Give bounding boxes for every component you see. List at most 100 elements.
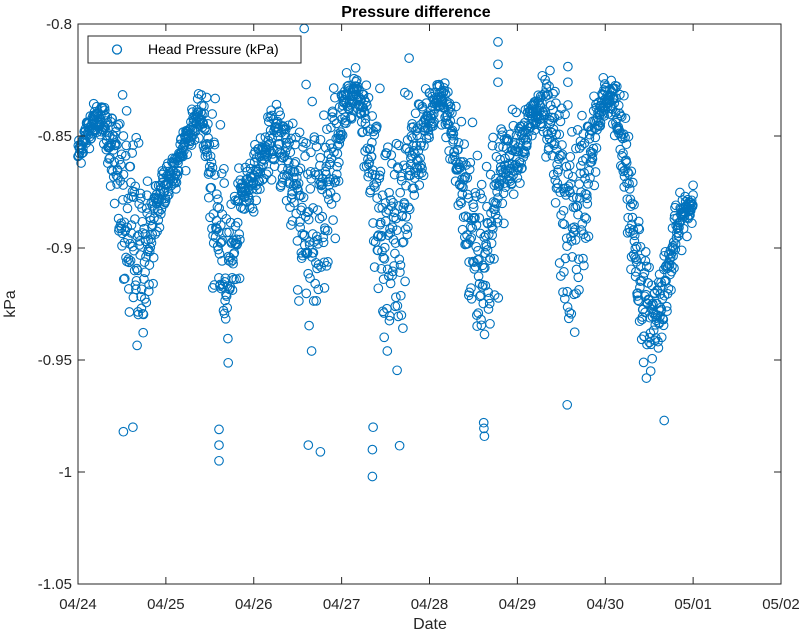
data-point <box>396 310 407 321</box>
data-point <box>294 296 304 306</box>
y-tick-label: -0.85 <box>38 128 72 145</box>
data-point <box>160 195 171 206</box>
data-point <box>465 234 475 245</box>
data-point <box>370 182 380 192</box>
data-point <box>610 83 620 94</box>
data-point <box>416 167 427 178</box>
data-point <box>326 153 337 164</box>
data-point <box>560 109 570 120</box>
data-point <box>438 87 449 98</box>
y-tick-label: -1.05 <box>38 576 72 593</box>
data-point <box>476 179 487 190</box>
data-point <box>516 163 527 174</box>
data-point <box>583 231 594 242</box>
data-point <box>121 105 132 116</box>
data-point <box>248 206 259 217</box>
x-tick-label: 04/24 <box>59 596 97 613</box>
data-point <box>479 329 490 340</box>
data-point <box>516 157 526 168</box>
data-point <box>323 176 334 187</box>
data-point <box>458 157 469 167</box>
data-point <box>85 134 96 144</box>
data-point <box>209 139 220 150</box>
data-point <box>575 168 586 179</box>
data-point <box>641 373 652 383</box>
data-point <box>117 90 128 100</box>
data-point <box>568 192 578 202</box>
data-point <box>307 96 318 107</box>
data-point <box>497 127 508 137</box>
data-point <box>305 166 316 177</box>
data-point <box>291 172 302 183</box>
data-point <box>329 115 340 126</box>
data-point <box>671 232 682 243</box>
data-point <box>378 274 389 285</box>
data-point <box>125 255 136 266</box>
data-point <box>138 308 148 319</box>
data-point <box>222 302 233 313</box>
data-point <box>219 178 230 188</box>
data-point <box>287 118 298 129</box>
data-point <box>402 229 413 240</box>
data-point <box>308 296 319 306</box>
data-point <box>376 263 387 274</box>
data-point <box>130 181 141 192</box>
data-point <box>171 184 181 194</box>
data-point <box>403 222 413 232</box>
data-point <box>458 182 468 193</box>
data-point <box>589 180 600 191</box>
data-point <box>587 148 598 158</box>
data-point <box>266 174 277 185</box>
data-point <box>492 217 503 228</box>
data-point <box>109 198 120 209</box>
data-point <box>321 169 331 180</box>
data-point <box>330 175 341 186</box>
data-point <box>304 320 314 331</box>
data-point <box>172 170 183 181</box>
data-point <box>667 261 677 271</box>
data-point <box>400 224 411 235</box>
data-point <box>627 198 638 209</box>
data-point <box>399 87 410 98</box>
data-point <box>361 80 372 91</box>
data-point <box>640 247 651 257</box>
data-point <box>214 248 225 259</box>
data-point <box>232 217 243 228</box>
legend-entry-head-pressure: Head Pressure (kPa) <box>148 41 279 57</box>
data-point <box>470 212 480 223</box>
data-point <box>126 220 137 230</box>
data-point <box>517 163 527 173</box>
data-point <box>227 285 238 295</box>
y-axis-ticks: -0.8 -0.85 -0.9 -0.95 -1 -1.05 <box>38 16 781 593</box>
data-point <box>225 282 236 292</box>
data-point <box>350 62 361 73</box>
data-point <box>373 245 383 256</box>
data-point <box>135 188 146 199</box>
data-point <box>659 290 670 301</box>
data-point <box>393 201 404 211</box>
data-point <box>341 67 352 78</box>
data-point <box>559 267 569 277</box>
data-point <box>400 276 410 287</box>
x-tick-label: 04/29 <box>499 596 537 613</box>
data-point <box>131 275 142 286</box>
x-axis-ticks: 04/24 04/25 04/26 04/27 04/28 04/29 04/30 05/01… <box>59 24 800 613</box>
data-point <box>570 224 580 235</box>
data-point <box>231 274 242 284</box>
data-point <box>388 197 398 208</box>
data-point <box>293 165 304 176</box>
data-point <box>305 273 315 283</box>
data-point <box>459 232 470 242</box>
data-point <box>227 272 238 283</box>
data-point <box>163 189 174 200</box>
data-point <box>315 446 326 457</box>
data-point <box>290 157 301 167</box>
data-point <box>203 192 214 203</box>
data-point <box>405 165 415 176</box>
y-tick-label: -1 <box>59 464 72 481</box>
data-point <box>367 111 378 121</box>
data-point <box>445 101 456 112</box>
data-point <box>291 132 301 143</box>
data-point <box>418 170 429 181</box>
data-point <box>381 148 392 159</box>
